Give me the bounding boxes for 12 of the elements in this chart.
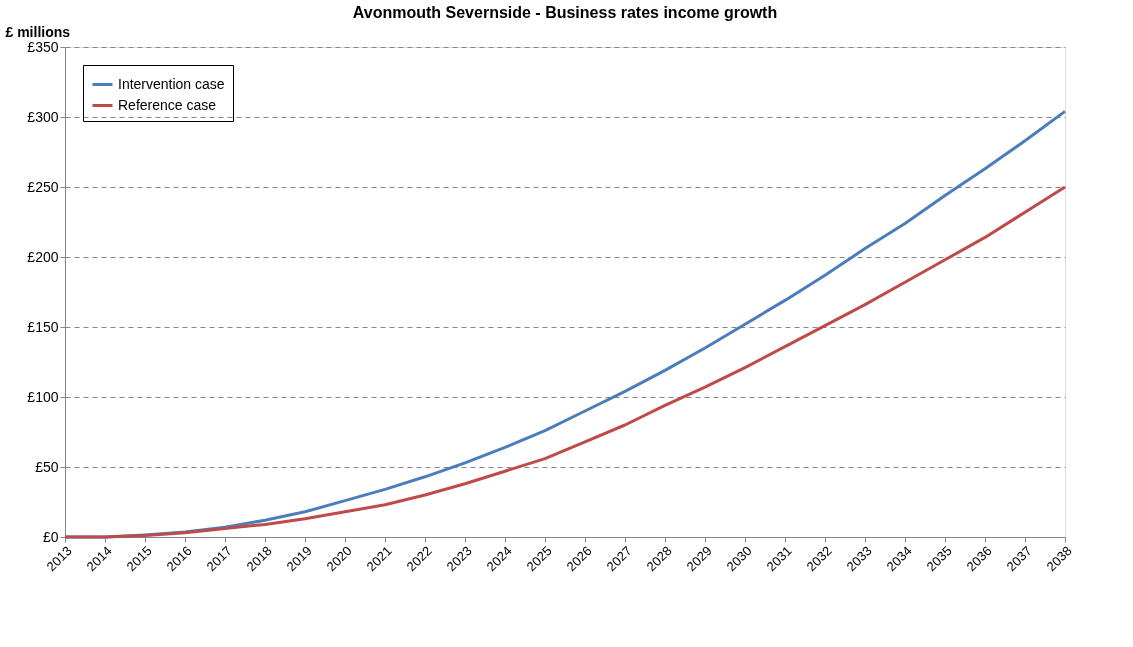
y-tick-label: £250 xyxy=(27,178,59,195)
y-tick-label: £50 xyxy=(35,458,59,475)
y-tick-label: £300 xyxy=(27,108,59,125)
y-tick-label: £100 xyxy=(27,388,59,405)
y-axis-title: £ millions xyxy=(5,23,71,40)
y-tick-label: £200 xyxy=(27,248,59,265)
y-tick-label: £0 xyxy=(42,528,59,545)
y-tick-label: £350 xyxy=(27,38,59,55)
y-tick-label: £150 xyxy=(27,318,59,335)
chart-title: Avonmouth Severnside - Business rates income growth xyxy=(352,4,778,21)
legend-label: Reference case xyxy=(118,96,217,113)
legend-label: Intervention case xyxy=(118,75,225,92)
